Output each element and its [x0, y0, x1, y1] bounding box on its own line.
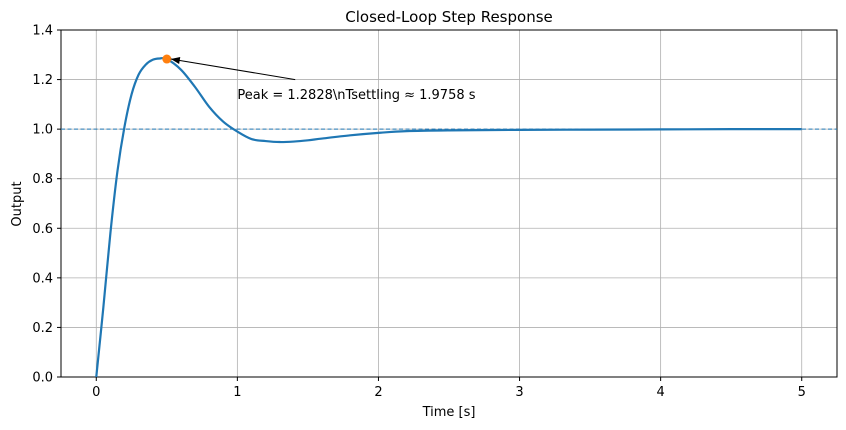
y-axis-label: Output — [10, 181, 25, 226]
y-tick-label: 0.4 — [32, 271, 53, 286]
x-tick-label: 4 — [656, 385, 664, 400]
x-axis: 0 1 2 3 4 5 — [92, 377, 806, 400]
y-tick-label: 0.0 — [32, 371, 53, 386]
annotation-arrowhead — [170, 57, 181, 64]
peak-marker — [162, 54, 172, 64]
y-tick-label: 0.6 — [32, 222, 53, 237]
x-tick-label: 5 — [798, 385, 806, 400]
y-tick-label: 0.2 — [32, 321, 53, 336]
y-axis: 0.0 0.2 0.4 0.6 0.8 1.0 1.2 1.4 — [32, 24, 61, 386]
y-tick-label: 0.8 — [32, 172, 53, 187]
annotation-arrow — [170, 58, 296, 81]
x-tick-label: 2 — [374, 385, 382, 400]
series-line-response — [95, 56, 802, 378]
y-tick-label: 1.2 — [32, 73, 53, 88]
x-tick-label: 3 — [515, 385, 523, 400]
chart-title: Closed-Loop Step Response — [345, 8, 553, 26]
plot-area-frame — [60, 29, 838, 378]
x-tick-label: 1 — [233, 385, 241, 400]
annotation-text: Peak = 1.2828\nTsettling ≈ 1.9758 s — [237, 88, 475, 103]
y-tick-label: 1.0 — [32, 123, 53, 138]
annotation: Peak = 1.2828\nTsettling ≈ 1.9758 s — [170, 57, 476, 103]
grid-lines — [61, 29, 837, 378]
x-axis-label: Time [s] — [422, 405, 476, 420]
y-tick-label: 1.4 — [32, 24, 53, 39]
x-tick-label: 0 — [92, 385, 100, 400]
